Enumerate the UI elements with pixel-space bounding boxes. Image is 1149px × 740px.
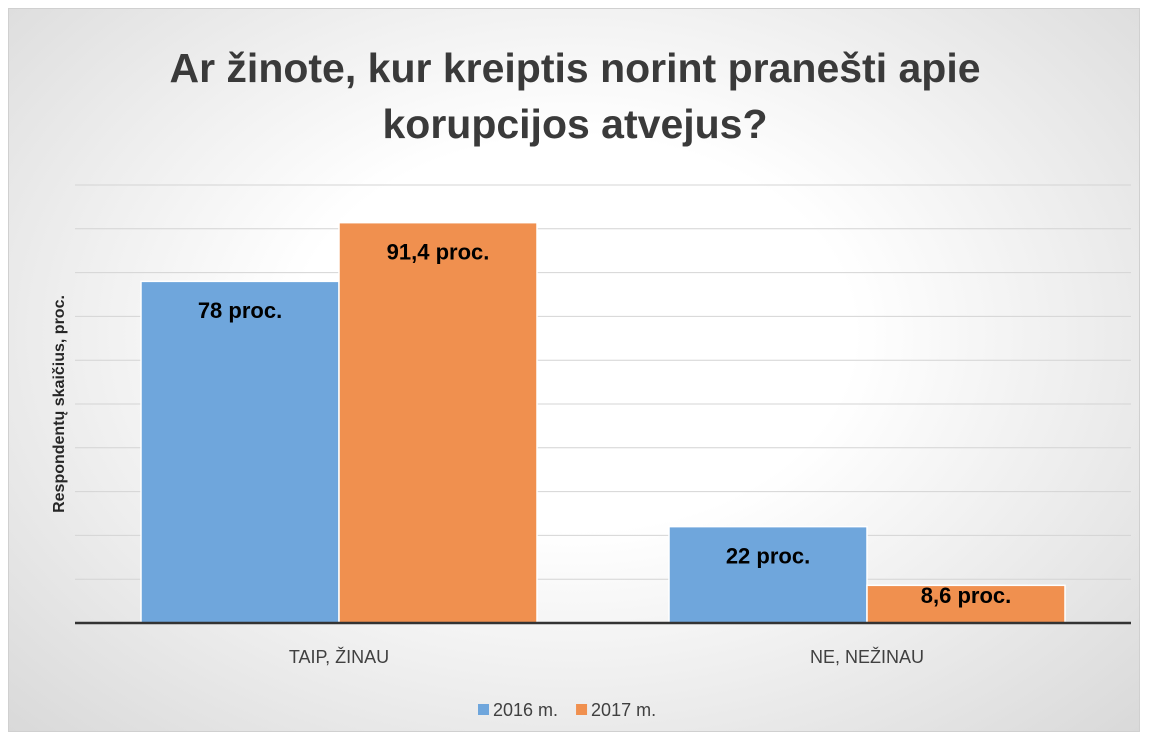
legend-swatch — [478, 704, 489, 715]
bar — [668, 525, 868, 624]
data-label: 91,4 proc. — [387, 239, 490, 264]
bar — [338, 221, 538, 624]
data-label: 22 proc. — [726, 543, 810, 568]
y-axis-label: Respondentų skaičius, proc. — [51, 295, 68, 513]
chart-title: Ar žinote, kur kreiptis norint pranešti … — [169, 45, 981, 147]
data-label: 78 proc. — [198, 298, 282, 323]
bar — [140, 280, 340, 624]
legend-label: 2017 m. — [591, 700, 656, 720]
data-label: 8,6 proc. — [921, 583, 1011, 608]
bar — [866, 584, 1066, 624]
x-tick-label: NE, NEŽINAU — [810, 647, 924, 667]
legend-label: 2016 m. — [493, 700, 558, 720]
x-tick-label: TAIP, ŽINAU — [289, 647, 389, 667]
legend-swatch — [576, 704, 588, 715]
